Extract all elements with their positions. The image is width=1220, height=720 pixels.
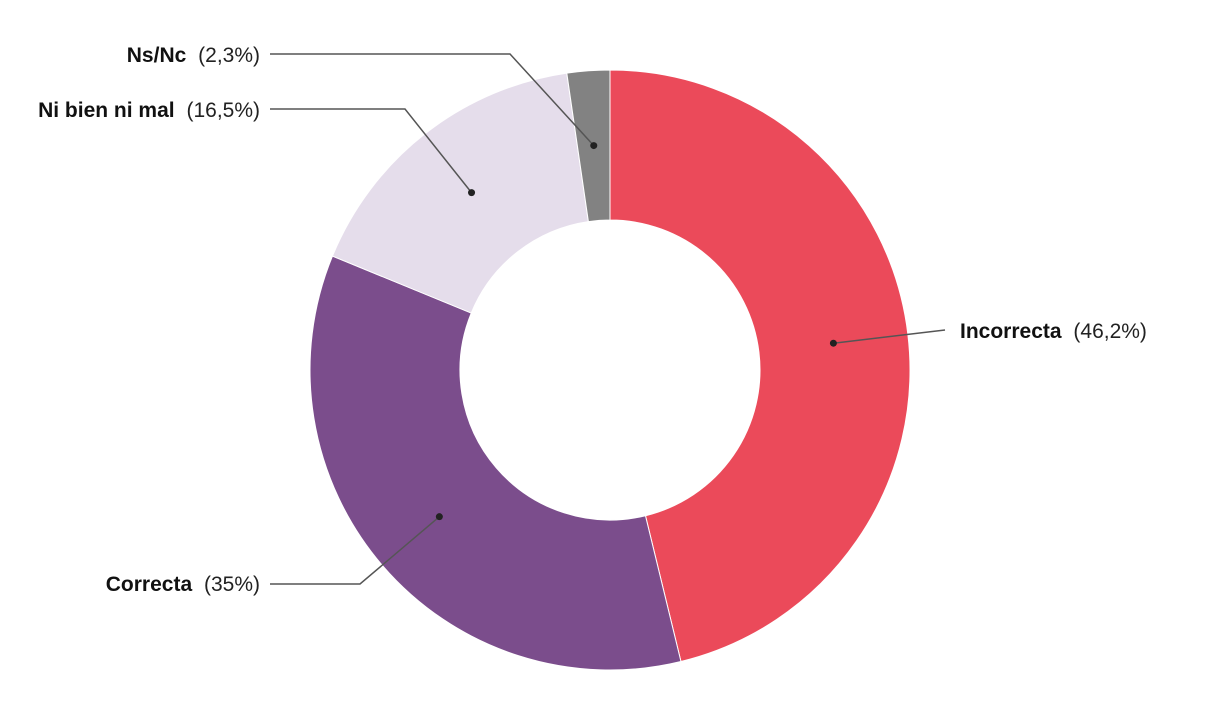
label-correcta-name: Correcta: [106, 573, 193, 596]
label-incorrecta-value: (46,2%): [1073, 320, 1147, 343]
label-ns-nc-value: (2,3%): [198, 44, 260, 67]
label-ni-bien-ni-mal-name: Ni bien ni mal: [38, 99, 175, 122]
label-incorrecta-name: Incorrecta: [960, 320, 1062, 343]
leader-line-ni-bien-ni-mal: [270, 108, 473, 194]
label-ni-bien-ni-mal-value: (16,5%): [186, 99, 260, 122]
label-correcta: Correcta (35%): [106, 573, 260, 596]
slice-incorrecta: [609, 69, 911, 663]
leader-dot-correcta: [435, 513, 443, 521]
donut-slices: [309, 69, 911, 671]
slice-ns-nc: [566, 69, 611, 223]
leader-lines: [270, 53, 946, 585]
label-ns-nc-name: Ns/Nc: [127, 44, 187, 67]
label-ns-nc: Ns/Nc (2,3%): [127, 44, 260, 67]
label-incorrecta: Incorrecta (46,2%): [960, 320, 1147, 343]
label-ni-bien-ni-mal: Ni bien ni mal (16,5%): [38, 99, 260, 122]
label-correcta-value: (35%): [204, 573, 260, 596]
leader-dot-ns-nc: [590, 142, 598, 150]
slice-correcta: [309, 255, 682, 671]
leader-line-correcta: [270, 516, 440, 585]
leader-line-incorrecta: [833, 329, 946, 344]
leader-line-ns-nc: [270, 53, 595, 147]
leader-dot-incorrecta: [829, 339, 837, 347]
leader-dot-ni-bien-ni-mal: [468, 189, 476, 197]
slice-ni-bien-ni-mal: [331, 72, 589, 314]
